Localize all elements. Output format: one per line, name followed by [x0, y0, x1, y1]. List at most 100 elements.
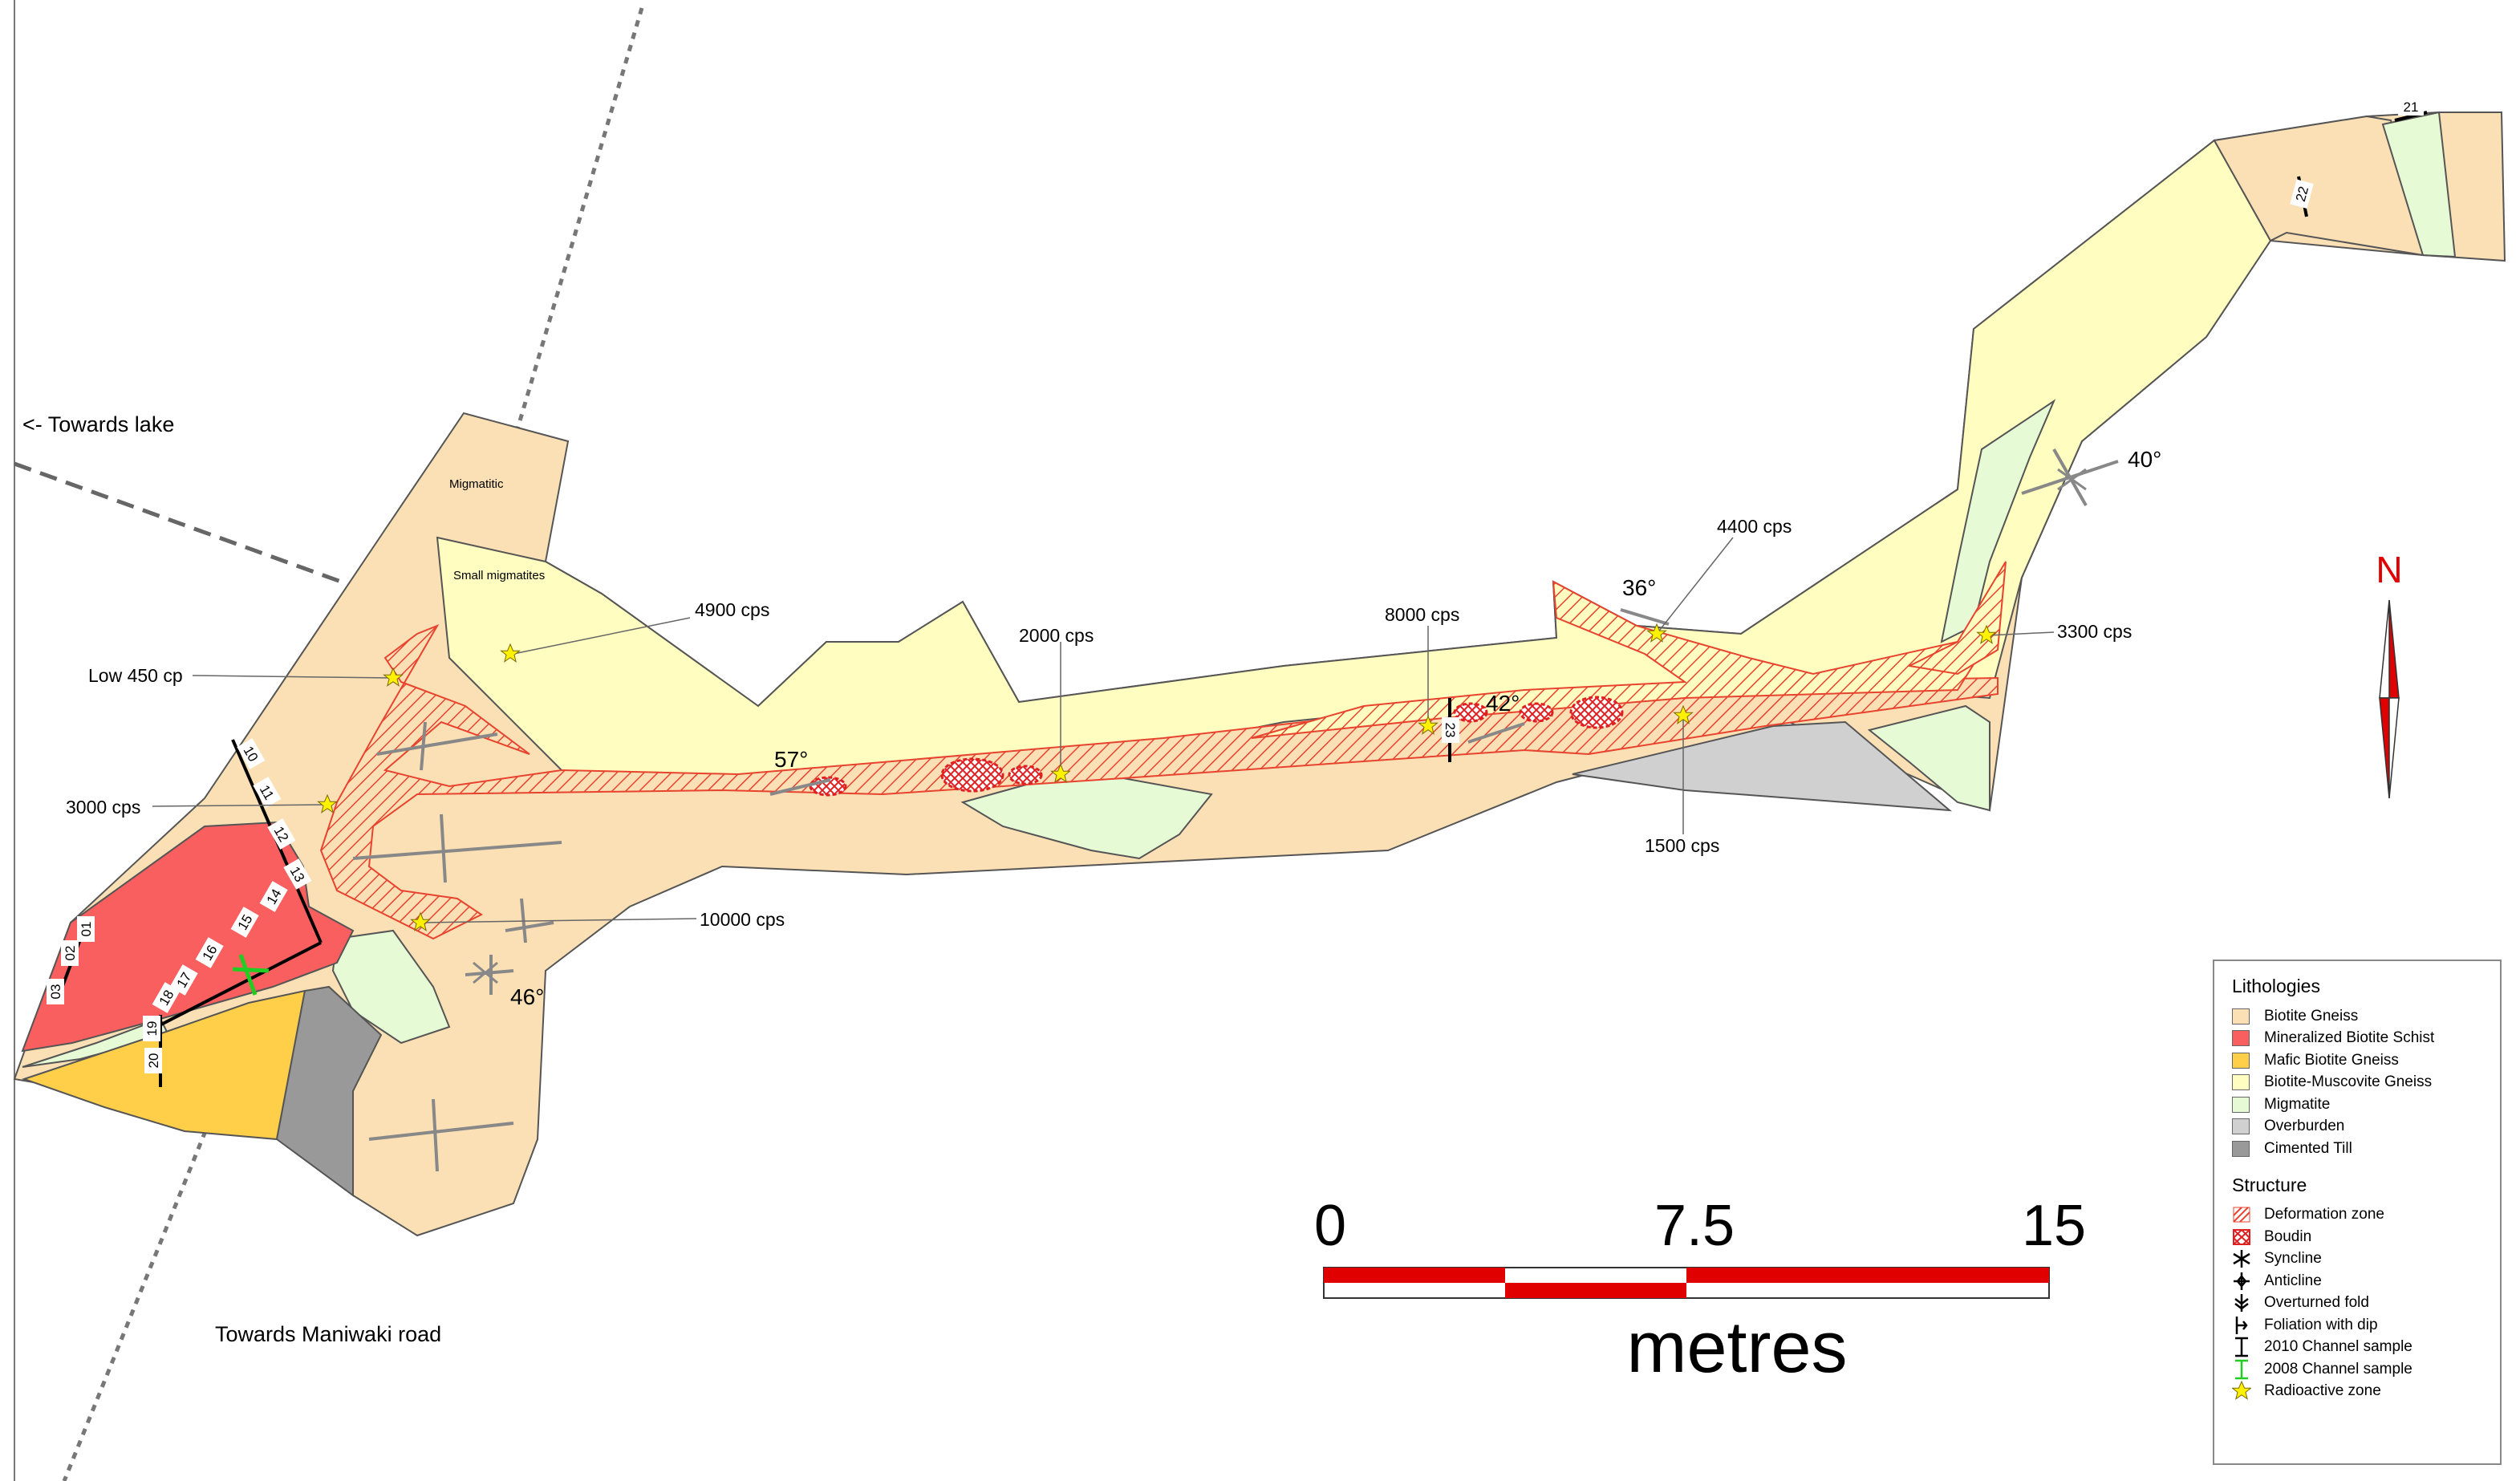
- north-arrow: N: [2376, 549, 2403, 799]
- scale-unit: metres: [1626, 1308, 1847, 1388]
- dip-label: 40°: [2128, 447, 2161, 472]
- star-icon: [2232, 1381, 2264, 1402]
- cimented-till: [275, 985, 383, 1197]
- scale-start: 0: [1314, 1194, 1346, 1258]
- structure-title: Structure: [2232, 1174, 2307, 1195]
- towards-road-label: Towards Maniwaki road: [215, 1322, 441, 1346]
- migmatite-body: [331, 929, 451, 1045]
- dip-labels: 57° 42° 36° 40° 46°: [510, 447, 2161, 1009]
- fold-markers: [473, 468, 2087, 984]
- sample-label: 01: [79, 922, 94, 937]
- reading-label: 2000 cps: [1019, 625, 1094, 646]
- road-line: [62, 1130, 208, 1481]
- syncline-icon: [2232, 1248, 2264, 1269]
- reading-label: 1500 cps: [1645, 835, 1719, 856]
- boudin-icon: [2232, 1227, 2264, 1248]
- channel-sample-2008: [232, 954, 270, 996]
- sample-label: 20: [146, 1053, 161, 1069]
- lithology-swatch: [2232, 1118, 2250, 1135]
- sample-label: 21: [2404, 99, 2419, 115]
- structure-label: Syncline: [2264, 1250, 2322, 1268]
- sample-label: 02: [63, 946, 78, 961]
- legend-lithology-item: Mafic Biotite Gneiss: [2232, 1049, 2482, 1072]
- legend-lithology-item: Migmatite: [2232, 1094, 2482, 1116]
- boudins: [809, 696, 1624, 797]
- legend-structure-item: Boudin: [2232, 1226, 2482, 1248]
- dip-label: 57°: [774, 747, 808, 772]
- deformation-zone-icon: [2232, 1204, 2264, 1225]
- lithology-swatch: [2232, 1074, 2250, 1091]
- legend: Lithologies Biotite Gneiss Mineralized Bi…: [2213, 960, 2502, 1465]
- legend-structure-item: Deformation zone: [2232, 1204, 2482, 1227]
- north-label: N: [2376, 549, 2402, 590]
- structure-label: Foliation with dip: [2264, 1316, 2378, 1333]
- lithology-label: Overburden: [2264, 1118, 2345, 1135]
- legend-lithology-item: Cimented Till: [2232, 1138, 2482, 1160]
- reading-label: 3000 cps: [66, 797, 140, 818]
- structure-label: Deformation zone: [2264, 1206, 2384, 1223]
- legend-structure-item: 2010 Channel sample: [2232, 1337, 2482, 1359]
- reading-label: 4400 cps: [1717, 516, 1792, 537]
- dip-label: 42°: [1486, 691, 1520, 716]
- legend-structure-item: Syncline: [2232, 1248, 2482, 1271]
- overburden: [1572, 720, 1953, 812]
- lithology-swatch: [2232, 1140, 2250, 1157]
- sample-label: 22: [2293, 185, 2311, 203]
- legend-lithology-item: Overburden: [2232, 1116, 2482, 1138]
- deformation-zone: [1251, 580, 2000, 739]
- lithology-swatch: [2232, 1052, 2250, 1069]
- migmatite-body: [1867, 704, 1990, 812]
- structure-label: 2010 Channel sample: [2264, 1338, 2412, 1356]
- reading-labels: Low 450 cp 3000 cps 4900 cps 10000 cps 2…: [66, 516, 2132, 930]
- legend-lithology-item: Biotite-Muscovite Gneiss: [2232, 1072, 2482, 1094]
- anticline-icon: [2232, 1271, 2264, 1292]
- channel-2008-icon: [2232, 1359, 2264, 1380]
- scale-mid: 7.5: [1654, 1194, 1735, 1258]
- reading-label: 8000 cps: [1385, 604, 1459, 625]
- dip-label: 36°: [1622, 575, 1656, 600]
- overturned-fold-icon: [2232, 1292, 2264, 1313]
- reading-label: 4900 cps: [695, 599, 769, 620]
- scale-end: 15: [2022, 1194, 2086, 1258]
- small-migmatites-label: Small migmatites: [453, 569, 545, 582]
- legend-lithology-item: Mineralized Biotite Schist: [2232, 1028, 2482, 1050]
- legend-lithology-item: Biotite Gneiss: [2232, 1005, 2482, 1028]
- structure-label: Radioactive zone: [2264, 1382, 2381, 1400]
- lithologies-title: Lithologies: [2232, 976, 2320, 996]
- structure-list: Deformation zone Boudin Syncline Anticline O…: [2232, 1204, 2482, 1403]
- legend-structure-item: Radioactive zone: [2232, 1381, 2482, 1403]
- lithology-label: Biotite Gneiss: [2264, 1007, 2359, 1025]
- migmatite-body: [22, 1017, 170, 1068]
- lithologies-list: Biotite Gneiss Mineralized Biotite Schist…: [2232, 1005, 2482, 1160]
- lithology-swatch: [2232, 1030, 2250, 1047]
- reading-label: Low 450 cp: [88, 665, 183, 686]
- legend-structure-item: 2008 Channel sample: [2232, 1358, 2482, 1381]
- legend-structure-item: Anticline: [2232, 1270, 2482, 1292]
- foliation-dip-icon: [2232, 1315, 2264, 1336]
- structure-label: Overturned fold: [2264, 1294, 2369, 1312]
- lithology-label: Mafic Biotite Gneiss: [2264, 1051, 2399, 1069]
- lithology-swatch: [2232, 1008, 2250, 1025]
- sample-label: 19: [144, 1021, 160, 1037]
- lithology-swatch: [2232, 1096, 2250, 1113]
- lithology-label: Migmatite: [2264, 1095, 2331, 1113]
- migmatite-ne: [2381, 111, 2457, 258]
- lithology-label: Mineralized Biotite Schist: [2264, 1029, 2435, 1047]
- sample-label: 23: [1443, 723, 1458, 738]
- towards-lake-label: <- Towards lake: [22, 412, 174, 436]
- sample-label: 03: [48, 984, 63, 1000]
- structure-label: Boudin: [2264, 1227, 2312, 1245]
- structure-label: Anticline: [2264, 1272, 2322, 1289]
- lithology-label: Cimented Till: [2264, 1139, 2352, 1157]
- structure-label: 2008 Channel sample: [2264, 1360, 2412, 1378]
- legend-structure-item: Overturned fold: [2232, 1292, 2482, 1315]
- legend-structure-item: Foliation with dip: [2232, 1314, 2482, 1337]
- dip-label: 46°: [510, 984, 544, 1009]
- channel-2010-icon: [2232, 1337, 2264, 1357]
- reading-label: 3300 cps: [2057, 621, 2132, 642]
- migmatitic-label: Migmatitic: [449, 477, 504, 491]
- reading-label: 10000 cps: [700, 909, 785, 930]
- trail-line: [14, 461, 342, 584]
- lithology-label: Biotite-Muscovite Gneiss: [2264, 1073, 2433, 1091]
